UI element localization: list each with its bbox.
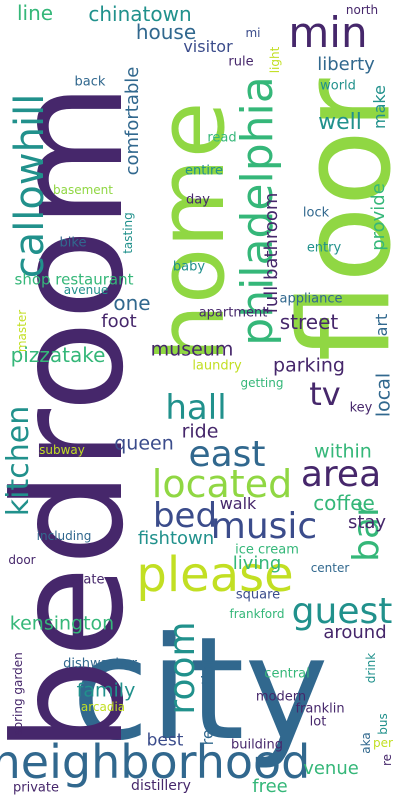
word-entry: entry [306, 240, 342, 256]
word-one: one [113, 291, 151, 315]
word-laundry: laundry [192, 358, 242, 374]
word-modern: modern [255, 689, 307, 705]
word-music: music [210, 506, 318, 547]
word-basement: basement [53, 183, 113, 197]
word-ride: ride [181, 420, 219, 443]
word-ice-cream: ice cream [235, 542, 299, 558]
word-tv: tv [309, 375, 341, 413]
word-door: door [8, 553, 36, 567]
word-callowhill: callowhill [7, 93, 53, 279]
word-visitor: visitor [183, 37, 233, 56]
word-kitchen: kitchen [1, 405, 36, 517]
word-north: north [345, 3, 379, 17]
word-reservation: reservation [198, 654, 217, 746]
word-light: light [268, 46, 282, 74]
word-best: best [146, 730, 184, 751]
word-house: house [135, 20, 197, 44]
word-bike: bike [59, 235, 87, 251]
word-min: min [288, 8, 368, 57]
word-frankford: frankford [229, 607, 285, 621]
word-entire: entire [184, 163, 224, 179]
word-center: center [310, 561, 350, 575]
word-kensington: kensington [9, 612, 115, 635]
word-hall: hall [165, 388, 227, 428]
word-living: living [232, 553, 282, 574]
word-aka: aka [359, 732, 373, 754]
word-neighborhood: neighborhood [0, 735, 311, 789]
word-bus: bus [376, 713, 390, 735]
word-local: local [372, 372, 395, 418]
word-stay: stay [347, 512, 387, 533]
word-free: free [252, 776, 288, 797]
word-world: world [320, 78, 356, 94]
word-street: street [279, 310, 339, 334]
word-family: family [76, 679, 136, 702]
word-baby: baby [172, 259, 206, 275]
word-tasting: tasting [121, 212, 135, 254]
word-spring-garden: spring garden [11, 652, 25, 736]
word-mi: mi [245, 26, 261, 40]
word-building: building [230, 737, 284, 753]
word-apartment: apartment [198, 305, 268, 321]
word-including: including [36, 529, 92, 543]
word-comfortable: comfortable [122, 66, 143, 176]
word-shop-restaurant: shop restaurant [14, 270, 134, 289]
word-pizzatake: pizzatake [10, 343, 106, 367]
word-within: within [314, 440, 372, 463]
word-rule: rule [228, 54, 254, 70]
word-private: private [13, 780, 59, 796]
word-area: area [300, 454, 382, 495]
word-appliance: appliance [279, 291, 343, 307]
word-full-bathroom: full bathroom [261, 192, 282, 314]
word-lot: lot [309, 714, 327, 730]
word-east: east [188, 434, 266, 475]
word-located: located [151, 462, 293, 506]
word-fishtown: fishtown [137, 528, 215, 549]
word-museum: museum [150, 338, 234, 361]
word-walk: walk [219, 494, 257, 513]
word-distillery: distillery [131, 778, 191, 794]
word-liberty: liberty [317, 54, 375, 75]
word-provide: provide [368, 183, 389, 251]
word-re: re [380, 753, 394, 767]
word-read: read [207, 130, 237, 146]
word-avenue: avenue [63, 283, 109, 297]
word-parking: parking [273, 354, 345, 377]
word-well: well [318, 110, 362, 135]
word-central: central [264, 666, 310, 682]
word-arcadia: arcadia [80, 700, 126, 714]
word-make: make [370, 85, 389, 129]
word-around: around [323, 622, 387, 643]
word-art: art [372, 313, 391, 337]
word-day: day [186, 192, 210, 208]
word-please: please [136, 547, 294, 603]
word-back: back [74, 74, 106, 90]
word-guest: guest [291, 591, 393, 632]
word-chinatown: chinatown [88, 2, 192, 26]
word-getting: getting [240, 376, 284, 390]
word-room: room [162, 621, 203, 715]
word-venue: venue [303, 758, 359, 779]
word-key: key [349, 400, 373, 416]
word-dishwasher: dishwasher [63, 656, 137, 672]
word-coffee: coffee [313, 491, 375, 515]
word-subway: subway [39, 443, 85, 457]
word-line: line [16, 1, 54, 25]
word-bed: bed [152, 496, 218, 536]
word-franklin: franklin [295, 701, 345, 717]
word-per: per [373, 736, 393, 750]
word-queen: queen [114, 432, 174, 455]
word-square: square [235, 587, 281, 603]
word-lock: lock [302, 205, 330, 221]
word-city: city [71, 607, 329, 772]
word-foot: foot [101, 311, 137, 332]
word-drink: drink [364, 652, 378, 684]
word-state: state [71, 572, 105, 588]
